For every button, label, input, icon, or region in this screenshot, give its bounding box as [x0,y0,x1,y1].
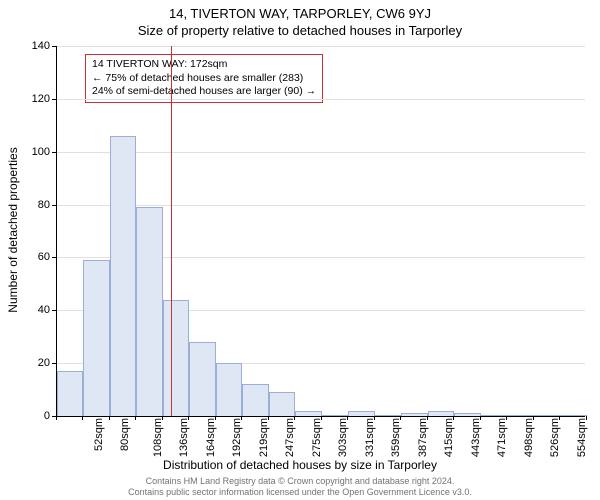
x-tick-label: 471sqm [497,418,509,457]
x-tick-mark [241,416,242,420]
page-title: 14, TIVERTON WAY, TARPORLEY, CW6 9YJ [0,0,600,21]
x-tick-mark [215,416,216,420]
x-tick-mark [294,416,295,420]
histogram-bar [507,415,533,416]
histogram-bar [269,392,295,416]
histogram-bar [375,415,401,416]
x-tick-mark [109,416,110,420]
x-tick-mark [453,416,454,420]
annotation-box: 14 TIVERTON WAY: 172sqm← 75% of detached… [85,54,323,103]
y-tick-mark [52,257,56,258]
annotation-line: 14 TIVERTON WAY: 172sqm [92,58,316,72]
x-tick-label: 303sqm [338,418,350,457]
x-tick-mark [427,416,428,420]
y-tick-mark [52,205,56,206]
x-tick-mark [400,416,401,420]
histogram-bar [83,260,109,416]
gridline [57,46,585,47]
x-tick-label: 108sqm [152,418,164,457]
x-tick-mark [374,416,375,420]
x-tick-label: 498sqm [523,418,535,457]
x-tick-mark [586,416,587,420]
y-tick-mark [52,363,56,364]
histogram-bar [401,413,427,416]
y-tick-mark [52,152,56,153]
x-tick-label: 554sqm [576,418,588,457]
histogram-bar [57,371,83,416]
histogram-bar [560,415,586,416]
x-tick-mark [533,416,534,420]
x-tick-mark [268,416,269,420]
x-tick-label: 136sqm [179,418,191,457]
y-axis-label: Number of detached properties [6,147,20,312]
x-tick-label: 526sqm [550,418,562,457]
x-tick-label: 331sqm [364,418,376,457]
annotation-line: ← 75% of detached houses are smaller (28… [92,72,316,86]
histogram-bar [136,207,162,416]
y-tick-label: 40 [0,304,50,316]
footer-line-1: Contains HM Land Registry data © Crown c… [0,476,600,487]
chart-subtitle: Size of property relative to detached ho… [0,21,600,38]
gridline [57,99,585,100]
chart-container: 14, TIVERTON WAY, TARPORLEY, CW6 9YJ Siz… [0,0,600,500]
histogram-bar [322,415,348,416]
plot-area: 14 TIVERTON WAY: 172sqm← 75% of detached… [56,46,585,417]
x-tick-mark [56,416,57,420]
y-tick-label: 140 [0,40,50,52]
y-tick-label: 0 [0,410,50,422]
x-tick-mark [559,416,560,420]
x-tick-label: 80sqm [120,418,132,451]
x-tick-label: 443sqm [470,418,482,457]
x-tick-label: 415sqm [444,418,456,457]
x-tick-label: 164sqm [205,418,217,457]
y-tick-mark [52,310,56,311]
y-tick-label: 100 [0,146,50,158]
x-tick-mark [506,416,507,420]
y-tick-mark [52,99,56,100]
histogram-bar [216,363,242,416]
histogram-bar [348,411,374,416]
histogram-bar [295,411,321,416]
histogram-bar [163,300,189,416]
histogram-bar [428,411,454,416]
x-tick-label: 219sqm [258,418,270,457]
y-tick-label: 20 [0,357,50,369]
x-tick-label: 247sqm [285,418,297,457]
histogram-bar [110,136,136,416]
x-tick-label: 359sqm [391,418,403,457]
histogram-bar [534,415,560,416]
x-tick-label: 192sqm [232,418,244,457]
reference-line [171,46,172,416]
footer-line-2: Contains public sector information licen… [0,487,600,498]
x-tick-mark [162,416,163,420]
x-tick-mark [321,416,322,420]
histogram-bar [189,342,215,416]
x-tick-label: 52sqm [93,418,105,451]
x-tick-label: 275sqm [311,418,323,457]
x-tick-mark [188,416,189,420]
x-tick-mark [82,416,83,420]
x-tick-mark [480,416,481,420]
x-tick-mark [135,416,136,420]
histogram-bar [242,384,268,416]
histogram-bar [481,415,507,416]
x-tick-label: 387sqm [417,418,429,457]
x-axis-label: Distribution of detached houses by size … [0,458,600,472]
y-tick-mark [52,46,56,47]
y-tick-label: 80 [0,199,50,211]
histogram-bar [454,413,480,416]
y-tick-label: 120 [0,93,50,105]
annotation-line: 24% of semi-detached houses are larger (… [92,85,316,99]
footer-text: Contains HM Land Registry data © Crown c… [0,476,600,499]
y-tick-label: 60 [0,251,50,263]
x-tick-mark [347,416,348,420]
